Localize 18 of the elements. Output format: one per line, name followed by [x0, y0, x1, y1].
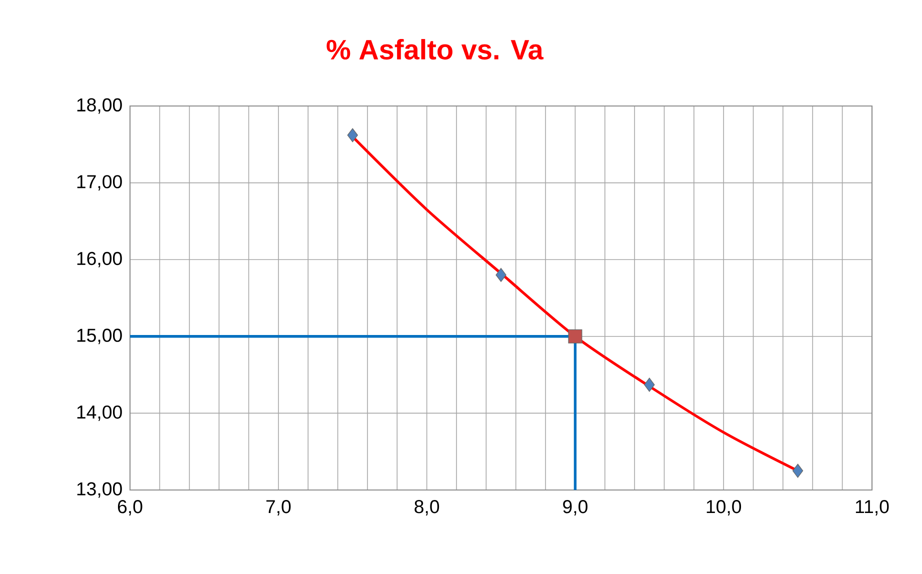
y-tick-label: 18,00: [77, 98, 122, 114]
chart-title: % Asfalto vs. Va: [326, 39, 544, 60]
x-tick-label: 6,0: [118, 500, 142, 516]
y-tick-label: 15,00: [77, 328, 122, 344]
y-tick-label: 17,00: [77, 175, 122, 190]
point: [347, 128, 358, 142]
x-tick-label: 8,0: [414, 500, 440, 516]
y-tick-label: 13,00: [77, 482, 122, 498]
x-tick-label: 11,0: [856, 500, 889, 516]
x-tick-label: 10,0: [706, 500, 742, 516]
point: [644, 378, 655, 392]
y-tick-label: 16,00: [77, 252, 122, 268]
y-tick-label: 14,00: [77, 405, 122, 421]
point: [568, 329, 582, 344]
x-tick-label: 9,0: [563, 500, 588, 516]
point: [792, 464, 804, 478]
x-tick-label: 7,0: [266, 500, 291, 516]
point: [496, 268, 506, 282]
